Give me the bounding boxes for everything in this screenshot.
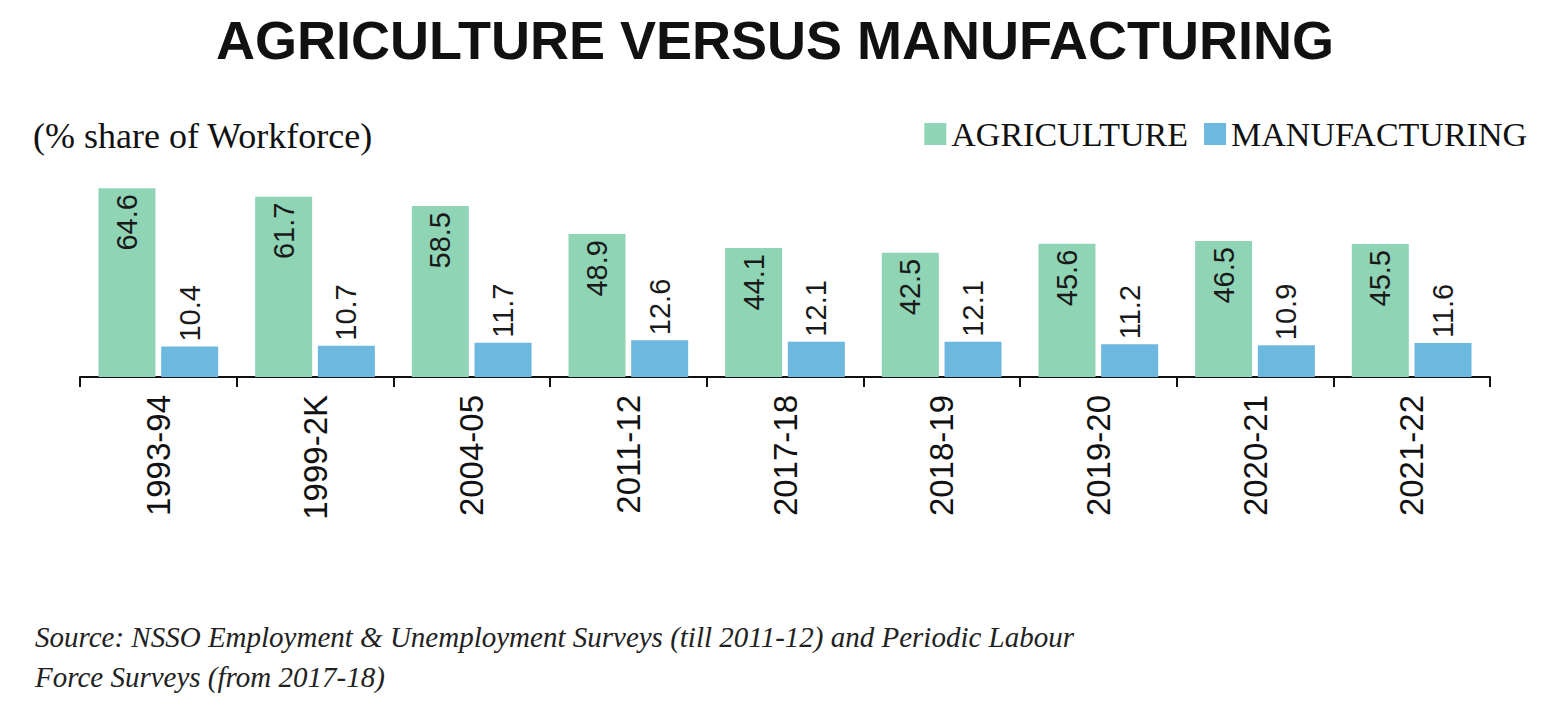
- svg-text:2019-20: 2019-20: [1080, 395, 1117, 516]
- svg-text:12.1: 12.1: [957, 280, 989, 336]
- svg-text:1993-94: 1993-94: [140, 395, 177, 516]
- svg-text:11.6: 11.6: [1427, 284, 1459, 338]
- svg-text:45.6: 45.6: [1051, 250, 1083, 306]
- svg-text:Source: NSSO Employment & Unem: Source: NSSO Employment & Unemployment S…: [35, 621, 1075, 654]
- svg-text:44.1: 44.1: [738, 254, 770, 310]
- svg-text:48.9: 48.9: [581, 240, 613, 296]
- svg-text:11.7: 11.7: [487, 284, 519, 338]
- svg-text:58.5: 58.5: [424, 212, 456, 268]
- svg-text:12.1: 12.1: [800, 280, 832, 336]
- svg-text:2018-19: 2018-19: [923, 395, 960, 516]
- svg-text:45.5: 45.5: [1364, 250, 1396, 306]
- svg-text:10.7: 10.7: [330, 284, 362, 340]
- svg-text:AGRICULTURE VERSUS MANUFACTURI: AGRICULTURE VERSUS MANUFACTURING: [216, 10, 1334, 70]
- svg-text:11.2: 11.2: [1114, 285, 1146, 339]
- svg-text:MANUFACTURING: MANUFACTURING: [1231, 116, 1527, 153]
- svg-text:42.5: 42.5: [894, 259, 926, 315]
- svg-text:(% share of Workforce): (% share of Workforce): [33, 116, 372, 156]
- svg-text:1999-2K: 1999-2K: [297, 395, 334, 520]
- svg-text:12.6: 12.6: [644, 279, 676, 335]
- svg-text:10.4: 10.4: [174, 285, 206, 341]
- svg-text:2004-05: 2004-05: [453, 395, 490, 516]
- svg-text:AGRICULTURE: AGRICULTURE: [951, 116, 1188, 153]
- svg-text:2021-22: 2021-22: [1393, 395, 1430, 516]
- svg-text:64.6: 64.6: [111, 194, 143, 250]
- svg-text:46.5: 46.5: [1208, 247, 1240, 303]
- svg-text:2017-18: 2017-18: [767, 395, 804, 516]
- svg-text:2020-21: 2020-21: [1237, 395, 1274, 516]
- svg-text:2011-12: 2011-12: [610, 395, 647, 514]
- svg-text:10.9: 10.9: [1270, 284, 1302, 340]
- svg-text:Force Surveys (from 2017-18): Force Surveys (from 2017-18): [34, 661, 385, 694]
- svg-text:61.7: 61.7: [268, 203, 300, 259]
